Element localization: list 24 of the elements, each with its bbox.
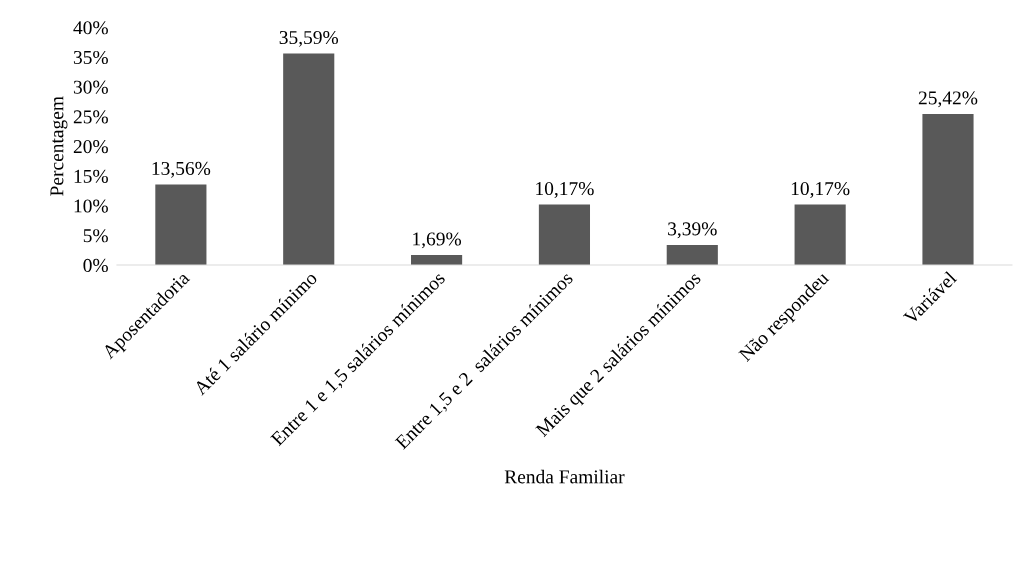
y-tick-label: 40% bbox=[73, 21, 108, 35]
data-label: 10,17% bbox=[791, 181, 850, 198]
bar bbox=[794, 204, 846, 266]
data-label: 1,69% bbox=[413, 232, 462, 249]
bar bbox=[666, 244, 718, 266]
bar bbox=[922, 114, 974, 266]
data-label: 3,39% bbox=[668, 222, 717, 239]
y-tick-label: 0% bbox=[83, 258, 108, 273]
y-tick-label: 10% bbox=[74, 199, 108, 213]
bar bbox=[155, 184, 207, 266]
y-axis-title: Percentagem bbox=[50, 96, 68, 196]
y-tick-label: 25% bbox=[73, 110, 108, 124]
y-tick-label: 35% bbox=[73, 50, 108, 65]
data-label: 13,56% bbox=[152, 161, 211, 178]
y-tick-label: 15% bbox=[74, 169, 108, 183]
data-label: 10,17% bbox=[536, 181, 594, 198]
x-axis-title: Renda Familiar bbox=[504, 469, 625, 484]
y-tick-label: 30% bbox=[73, 80, 108, 94]
data-label: 25,42% bbox=[918, 91, 978, 108]
bar bbox=[283, 53, 335, 266]
bar bbox=[538, 204, 591, 266]
y-tick-label: 5% bbox=[83, 229, 108, 243]
y-tick-label: 20% bbox=[73, 140, 108, 154]
data-label: 35,59% bbox=[279, 30, 339, 47]
